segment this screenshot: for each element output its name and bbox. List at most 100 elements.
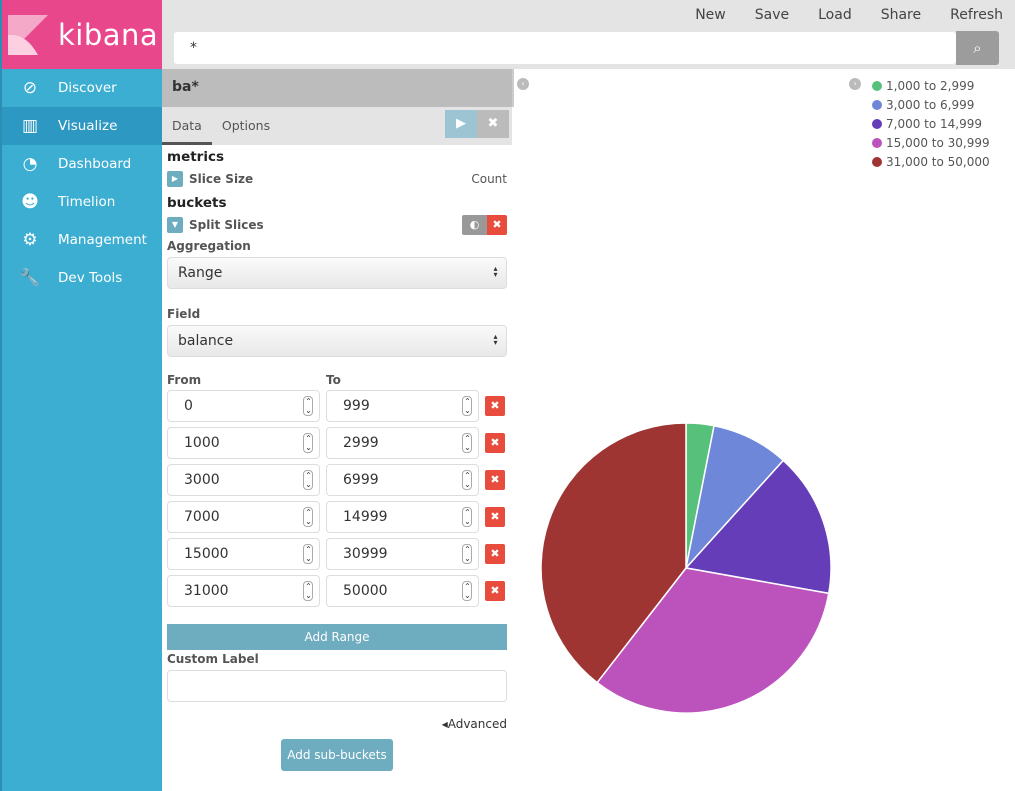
remove-range-button[interactable]: ✖ <box>485 506 505 527</box>
search-button[interactable]: ⌕ <box>956 31 999 65</box>
remove-range-button[interactable]: ✖ <box>485 543 505 564</box>
sidebar-item-timelion[interactable]: ☻ Timelion <box>2 183 162 221</box>
collapse-toggle-icon[interactable]: ▼ <box>167 217 183 233</box>
range-from-input[interactable]: 7000 <box>167 500 320 533</box>
expand-toggle-icon[interactable]: ▶ <box>167 171 183 187</box>
range-from-input[interactable]: 31000 <box>167 574 320 607</box>
menu-new-button[interactable]: New <box>695 7 726 23</box>
legend-item[interactable]: 15,000 to 30,999 <box>872 133 990 152</box>
pie-slice[interactable] <box>540 422 687 684</box>
menu-share-button[interactable]: Share <box>880 7 922 23</box>
gear-icon: ⚙ <box>22 230 38 250</box>
legend-swatch <box>872 137 882 148</box>
legend-label: 7,000 to 14,999 <box>886 116 983 131</box>
kibana-logo-icon <box>8 14 48 55</box>
legend-label: 3,000 to 6,999 <box>886 97 975 112</box>
range-to-input[interactable]: 6999 <box>326 463 479 496</box>
range-from-input[interactable]: 15000 <box>167 537 320 570</box>
search-input[interactable]: * <box>174 32 956 64</box>
advanced-text: Advanced <box>447 717 507 731</box>
sidebar-item-dev-tools[interactable]: 🔧 Dev Tools <box>2 259 162 297</box>
to-label: To <box>326 373 341 387</box>
index-pattern-title: ba* <box>162 69 512 107</box>
legend-label: 31,000 to 50,000 <box>886 154 990 169</box>
legend-item[interactable]: 3,000 to 6,999 <box>872 95 990 114</box>
collapse-left-icon[interactable]: ‹ <box>517 78 529 90</box>
custom-label-label: Custom Label <box>167 652 259 666</box>
range-to-input[interactable]: 999 <box>326 389 479 422</box>
timelion-icon: ☻ <box>21 192 39 212</box>
legend-label: 1,000 to 2,999 <box>886 78 975 93</box>
sidebar: kibana ⊘ Discover ▥ Visualize ◔ Dashboard ☻ Tim… <box>0 0 162 791</box>
legend-swatch <box>872 118 882 129</box>
sidebar-item-discover[interactable]: ⊘ Discover <box>2 69 162 107</box>
apply-button[interactable]: ▶ <box>445 110 477 138</box>
remove-range-button[interactable]: ✖ <box>485 432 505 453</box>
add-sub-buckets-button[interactable]: Add sub-buckets <box>281 739 393 771</box>
resize-handle[interactable] <box>512 69 514 107</box>
bucket-label[interactable]: Split Slices <box>189 218 264 232</box>
editor-panel: ba* Data Options ▶ ✖ metrics ▶ Slice Size C… <box>162 69 512 791</box>
range-to-input[interactable]: 2999 <box>326 426 479 459</box>
compass-icon: ⊘ <box>22 78 38 98</box>
kibana-logo[interactable]: kibana <box>2 0 162 69</box>
toggle-agg-icon[interactable]: ◐ <box>462 215 487 235</box>
remove-range-button[interactable]: ✖ <box>485 469 505 490</box>
sidebar-item-management[interactable]: ⚙ Management <box>2 221 162 259</box>
field-label: Field <box>167 307 201 321</box>
aggregation-label: Aggregation <box>167 239 251 253</box>
range-to-input[interactable]: 50000 <box>326 574 479 607</box>
add-range-button[interactable]: Add Range <box>167 624 507 650</box>
wrench-icon: 🔧 <box>19 268 41 288</box>
legend-item[interactable]: 7,000 to 14,999 <box>872 114 990 133</box>
discard-button[interactable]: ✖ <box>477 110 509 138</box>
sidebar-item-label: Visualize <box>58 118 118 134</box>
legend-label: 15,000 to 30,999 <box>886 135 990 150</box>
tab-data[interactable]: Data <box>162 107 212 145</box>
legend-swatch <box>872 156 882 167</box>
metrics-heading: metrics <box>167 149 224 165</box>
tab-options[interactable]: Options <box>221 118 271 133</box>
range-row: 0999 ✖ <box>162 387 512 424</box>
sidebar-item-label: Dev Tools <box>58 270 123 286</box>
from-label: From <box>167 373 202 387</box>
sidebar-item-visualize[interactable]: ▥ Visualize <box>2 107 162 145</box>
aggregation-select[interactable]: Range <box>167 257 507 289</box>
pie-slice[interactable] <box>596 567 830 714</box>
range-from-input[interactable]: 0 <box>167 389 320 422</box>
sidebar-item-label: Timelion <box>58 194 116 210</box>
range-row: 10002999 ✖ <box>162 424 512 461</box>
sidebar-item-label: Management <box>58 232 147 248</box>
logo-text: kibana <box>58 17 159 52</box>
dashboard-icon: ◔ <box>22 154 38 174</box>
legend-item[interactable]: 31,000 to 50,000 <box>872 152 990 171</box>
legend-swatch <box>872 80 882 91</box>
range-row: 700014999 ✖ <box>162 498 512 535</box>
pie-slice[interactable] <box>684 459 832 595</box>
range-to-input[interactable]: 30999 <box>326 537 479 570</box>
sidebar-item-label: Discover <box>58 80 117 96</box>
metric-label[interactable]: Slice Size <box>189 172 254 186</box>
range-from-input[interactable]: 3000 <box>167 463 320 496</box>
buckets-heading: buckets <box>167 195 227 211</box>
sidebar-item-dashboard[interactable]: ◔ Dashboard <box>2 145 162 183</box>
legend-swatch <box>872 99 882 110</box>
remove-range-button[interactable]: ✖ <box>485 395 505 416</box>
menu-load-button[interactable]: Load <box>818 7 852 23</box>
remove-agg-button[interactable]: ✖ <box>487 215 507 235</box>
range-to-input[interactable]: 14999 <box>326 500 479 533</box>
legend-item[interactable]: 1,000 to 2,999 <box>872 76 990 95</box>
sidebar-item-label: Dashboard <box>58 156 132 172</box>
range-row: 3100050000 ✖ <box>162 572 512 609</box>
toggle-legend-icon[interactable]: › <box>849 78 861 90</box>
menu-save-button[interactable]: Save <box>754 7 790 23</box>
remove-range-button[interactable]: ✖ <box>485 580 505 601</box>
pie-chart <box>540 422 832 714</box>
search-icon: ⌕ <box>973 39 982 57</box>
advanced-link[interactable]: ◂Advanced <box>441 717 507 731</box>
range-from-input[interactable]: 1000 <box>167 426 320 459</box>
menu-refresh-button[interactable]: Refresh <box>950 7 1003 23</box>
custom-label-input[interactable] <box>167 670 507 702</box>
bar-chart-icon: ▥ <box>21 116 39 136</box>
field-select[interactable]: balance <box>167 325 507 357</box>
